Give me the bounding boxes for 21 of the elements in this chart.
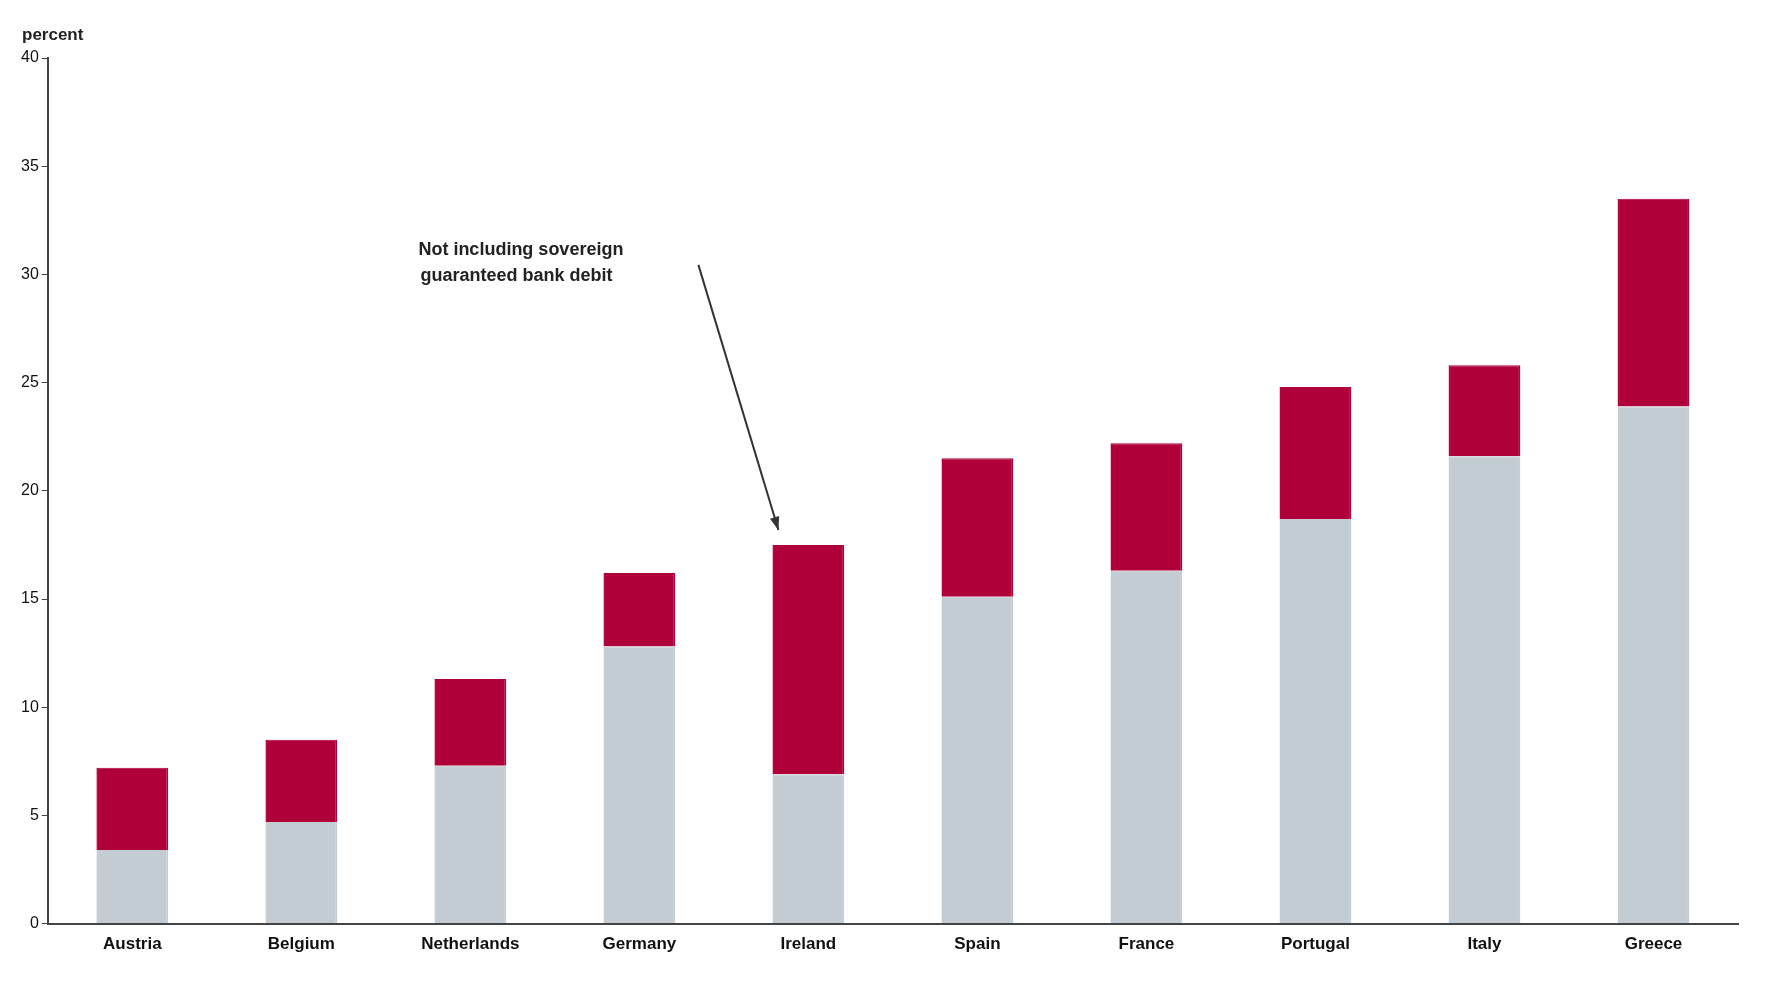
y-tick-label: 10: [21, 697, 39, 715]
x-tick-label: Ireland: [780, 934, 837, 954]
y-tick-label: 20: [21, 481, 39, 499]
annotation: Not including sovereign guaranteed bank debit: [418, 238, 624, 285]
x-tick-label: Spain: [954, 934, 1001, 954]
y-tick-label: 40: [21, 48, 39, 66]
y-tick-label: 30: [21, 264, 39, 282]
x-tick-label: Portugal: [1280, 934, 1350, 954]
y-tick-label: 25: [21, 373, 39, 391]
x-tick-label: Italy: [1467, 934, 1503, 954]
x-tick-label: France: [1118, 934, 1175, 954]
y-axis-title: percent: [22, 25, 84, 45]
y-tick-label: 5: [29, 805, 39, 823]
y-tick-label: 35: [21, 156, 39, 174]
x-tick-label: Austria: [103, 934, 163, 954]
y-tick-label: 15: [21, 589, 39, 607]
x-tick-label: Belgium: [267, 934, 335, 954]
x-tick-label: Germany: [602, 934, 677, 954]
x-tick-label: Greece: [1624, 934, 1683, 954]
x-tick-label: Netherlands: [421, 934, 520, 954]
y-tick-label: 0: [29, 914, 39, 932]
